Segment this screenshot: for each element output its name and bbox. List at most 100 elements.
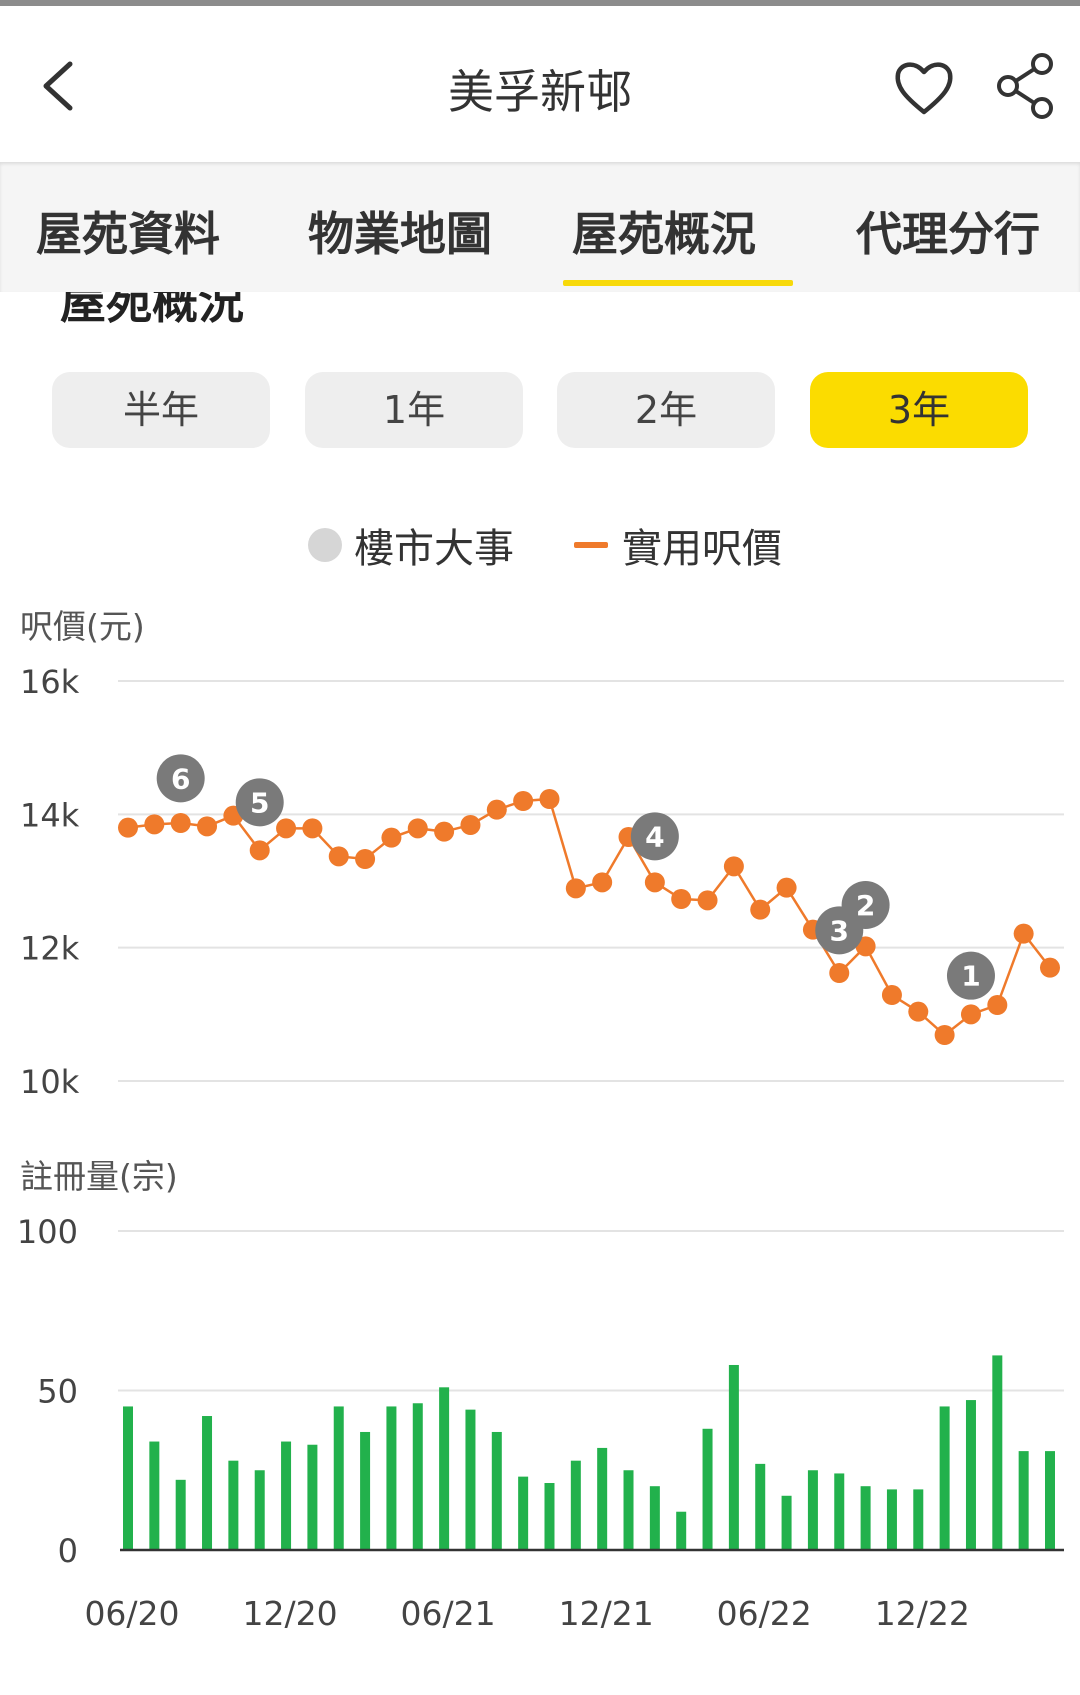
legend-price-label: 實用呎價 (622, 526, 782, 572)
volume-bar[interactable] (491, 1431, 502, 1550)
volume-bar[interactable] (992, 1355, 1003, 1550)
price-point[interactable] (276, 818, 297, 839)
legend-item-price[interactable]: 實用呎價 (574, 520, 782, 572)
volume-bar[interactable] (333, 1406, 344, 1550)
legend-item-events[interactable]: 樓市大事 (308, 520, 514, 572)
volume-bar[interactable] (649, 1486, 660, 1550)
price-point[interactable] (644, 872, 665, 893)
event-marker-label: 3 (830, 914, 849, 947)
price-point[interactable] (118, 817, 138, 838)
price-point[interactable] (565, 878, 586, 899)
price-point[interactable] (1040, 957, 1060, 978)
price-point[interactable] (829, 963, 850, 983)
price-point[interactable] (434, 821, 455, 842)
volume-bar[interactable] (465, 1409, 476, 1550)
volume-tick-label: 50 (37, 1373, 78, 1411)
price-point[interactable] (776, 877, 797, 898)
price-point[interactable] (723, 856, 744, 877)
volume-bar[interactable] (886, 1489, 897, 1550)
price-point[interactable] (539, 789, 560, 809)
price-point[interactable] (750, 899, 771, 920)
range-1-year-button[interactable]: 1年 (305, 372, 523, 448)
range-2-year-button[interactable]: 2年 (557, 372, 775, 448)
price-point[interactable] (881, 985, 902, 1005)
price-point[interactable] (170, 813, 191, 833)
volume-bar[interactable] (597, 1447, 608, 1550)
volume-bar[interactable] (728, 1364, 739, 1550)
x-tick-label: 12/20 (243, 1594, 338, 1633)
back-button[interactable] (30, 46, 90, 126)
volume-bar[interactable] (281, 1441, 292, 1550)
tab-estate-info[interactable]: 屋苑資料 (36, 207, 220, 261)
price-point[interactable] (855, 936, 876, 957)
volume-bar[interactable] (807, 1470, 818, 1550)
tab-property-map[interactable]: 物業地圖 (308, 207, 492, 261)
price-point[interactable] (328, 846, 349, 867)
volume-bar[interactable] (755, 1463, 766, 1550)
price-point[interactable] (1013, 923, 1034, 944)
volume-bar[interactable] (965, 1400, 976, 1550)
price-point[interactable] (486, 799, 507, 820)
price-point[interactable] (355, 849, 376, 869)
volume-bar[interactable] (228, 1460, 239, 1550)
share-button[interactable] (994, 50, 1054, 122)
price-point[interactable] (908, 1001, 929, 1022)
price-tick-label: 16k (20, 663, 80, 701)
price-tick-label: 12k (20, 930, 80, 968)
volume-bar[interactable] (1045, 1451, 1055, 1550)
volume-bar[interactable] (860, 1486, 871, 1550)
favorite-button[interactable] (892, 56, 956, 120)
price-point[interactable] (302, 818, 323, 839)
event-marker[interactable]: 6 (156, 754, 205, 803)
event-marker[interactable]: 4 (630, 812, 679, 861)
volume-bar[interactable] (175, 1479, 186, 1550)
price-point[interactable] (697, 890, 718, 911)
volume-bar[interactable] (702, 1428, 713, 1550)
volume-bar[interactable] (676, 1511, 687, 1550)
price-point[interactable] (144, 814, 165, 835)
range-half-year-button[interactable]: 半年 (52, 372, 270, 448)
volume-bar[interactable] (123, 1406, 133, 1550)
volume-bar[interactable] (412, 1403, 423, 1550)
tab-agency-branches[interactable]: 代理分行 (856, 207, 1040, 261)
volume-bar[interactable] (623, 1470, 634, 1550)
volume-bar[interactable] (570, 1460, 581, 1550)
price-point[interactable] (407, 818, 428, 839)
volume-bar[interactable] (360, 1431, 371, 1550)
volume-bar[interactable] (544, 1483, 555, 1550)
price-point[interactable] (513, 791, 534, 811)
price-point[interactable] (460, 815, 481, 835)
tab-estate-overview[interactable]: 屋苑概況 (572, 207, 756, 261)
event-marker-circle (235, 778, 284, 827)
range-3-year-button[interactable]: 3年 (810, 372, 1028, 448)
x-tick-label: 06/20 (84, 1594, 179, 1633)
chevron-left-icon (43, 61, 73, 111)
volume-bar[interactable] (202, 1416, 213, 1550)
x-tick-label: 06/22 (717, 1594, 812, 1633)
price-point[interactable] (249, 840, 270, 861)
price-point[interactable] (592, 872, 613, 893)
volume-bar[interactable] (1018, 1451, 1029, 1550)
volume-bar[interactable] (781, 1495, 792, 1550)
volume-bar[interactable] (834, 1473, 845, 1550)
event-marker-label: 4 (645, 820, 664, 853)
volume-bar[interactable] (307, 1444, 318, 1550)
event-marker-circle (946, 951, 995, 1000)
volume-bar[interactable] (518, 1476, 529, 1550)
price-series-line (127, 797, 1051, 1037)
event-marker[interactable]: 2 (841, 881, 890, 929)
price-point[interactable] (960, 1004, 981, 1025)
price-point[interactable] (987, 995, 1008, 1015)
volume-bar[interactable] (439, 1387, 450, 1550)
volume-bar[interactable] (149, 1441, 160, 1550)
volume-bar[interactable] (939, 1406, 950, 1550)
price-point[interactable] (197, 816, 218, 837)
price-point[interactable] (934, 1025, 955, 1045)
price-point[interactable] (381, 827, 402, 848)
price-point[interactable] (671, 889, 692, 909)
event-marker[interactable]: 5 (235, 778, 284, 827)
volume-bar[interactable] (913, 1489, 924, 1550)
volume-bar[interactable] (386, 1406, 397, 1550)
volume-bar[interactable] (254, 1470, 265, 1550)
event-marker[interactable]: 1 (946, 951, 995, 1000)
